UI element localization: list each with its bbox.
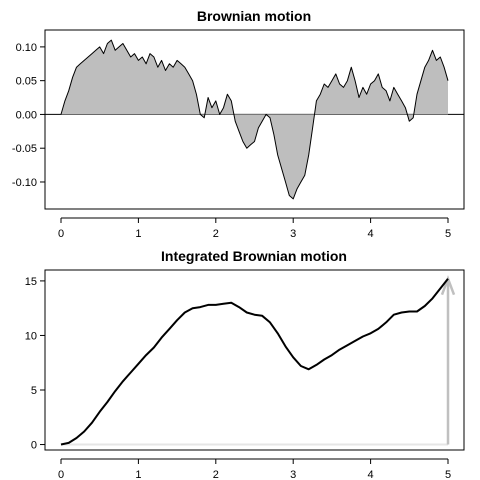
chart-title: Integrated Brownian motion — [161, 248, 347, 264]
y-tick-label: 0.10 — [16, 42, 37, 54]
x-tick-label: 1 — [135, 469, 141, 480]
x-tick-label: 1 — [135, 228, 141, 240]
y-tick-label: -0.05 — [12, 143, 37, 155]
x-tick-label: 3 — [290, 469, 296, 480]
chart-title: Brownian motion — [197, 8, 311, 24]
series-line — [60, 39, 449, 200]
y-tick-label: 5 — [31, 385, 37, 397]
y-tick-label: 10 — [25, 330, 37, 342]
x-tick-label: 0 — [58, 228, 64, 240]
x-tick-label: 0 — [58, 469, 64, 480]
x-tick-label: 2 — [213, 228, 219, 240]
integrated-brownian-motion-panel: Integrated Brownian motion 0 1 2 3 4 5 0 5 10 15 — [25, 248, 465, 480]
x-tick-label: 4 — [368, 228, 374, 240]
series-line — [60, 278, 449, 446]
y-tick-label: 0 — [31, 440, 37, 452]
x-tick-label: 3 — [290, 228, 296, 240]
x-tick-label: 2 — [213, 469, 219, 480]
x-tick-label: 5 — [445, 469, 451, 480]
x-tick-label: 5 — [445, 228, 451, 240]
area-fill — [61, 40, 448, 199]
y-tick-label: -0.10 — [12, 177, 37, 189]
y-tick-label: 0.05 — [16, 76, 37, 88]
plot-border — [44, 29, 465, 210]
y-tick-label: 15 — [25, 276, 37, 288]
brownian-motion-panel: Brownian motion 0 1 2 3 4 5 0.10 0.05 0.00 -0.05 -… — [12, 8, 465, 240]
x-tick-label: 4 — [368, 469, 374, 480]
y-tick-label: 0.00 — [16, 109, 37, 121]
plot-border — [44, 269, 465, 451]
